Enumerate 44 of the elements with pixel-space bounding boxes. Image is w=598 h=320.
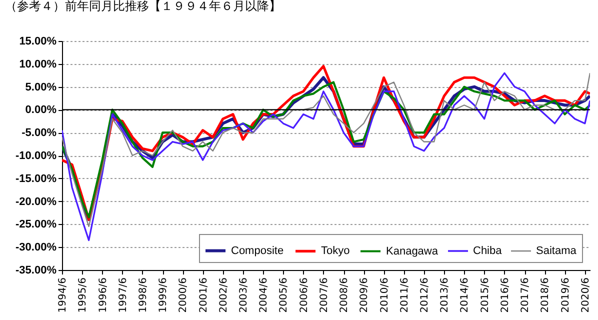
x-tick-label: 1994/6 [58, 278, 68, 313]
legend-label: Chiba [473, 245, 503, 257]
y-tick-label: -5.00% [22, 127, 57, 140]
x-tick-label: 2019/6 [560, 278, 572, 313]
x-tick-label: 2015/6 [480, 278, 491, 313]
legend-label: Saitama [536, 245, 578, 257]
chart-title: （参考４）前年同月比推移【１９９４年６月以降】 [5, 0, 281, 13]
x-tick-label: 1998/6 [138, 278, 149, 313]
y-tick-label: -30.00% [16, 242, 57, 254]
x-tick-label: 2007/6 [318, 278, 330, 313]
x-tick-label: 2011/6 [399, 278, 410, 313]
x-tick-label: 2013/6 [440, 278, 451, 313]
x-tick-label: 2008/6 [339, 278, 350, 313]
y-tick-label: -25.00% [16, 218, 57, 231]
legend-label: Composite [231, 244, 284, 257]
x-tick-label: 2009/6 [359, 278, 370, 313]
x-tick-label: 2014/6 [460, 278, 471, 313]
y-tick-label: -10.00% [16, 150, 57, 162]
x-tick-label: 2002/6 [218, 278, 230, 313]
x-tick-label: 2005/6 [278, 278, 290, 313]
x-tick-label: 2018/6 [540, 278, 552, 313]
x-tick-label: 2016/6 [500, 278, 511, 313]
x-tick-label: 1999/6 [158, 278, 170, 313]
x-tick-label: 2010/6 [379, 278, 390, 313]
x-tick-label: 1995/6 [78, 278, 89, 313]
y-tick-label: -35.00% [16, 264, 57, 276]
x-tick-label: 2020/6 [580, 278, 592, 313]
x-tick-label: 2001/6 [198, 278, 210, 313]
y-tick-label: -15.00% [16, 172, 57, 185]
y-tick-label: 5.00% [25, 81, 57, 94]
y-tick-label: 15.00% [19, 36, 57, 48]
legend-label: Kanagawa [386, 245, 439, 258]
legend-label: Tokyo [321, 245, 350, 258]
x-tick-label: 2004/6 [258, 278, 270, 313]
x-tick-label: 1996/6 [98, 278, 109, 313]
y-tick-label: 0.00% [25, 104, 57, 116]
y-tick-label: -20.00% [16, 196, 57, 208]
x-tick-label: 1997/6 [118, 278, 129, 313]
x-tick-label: 2006/6 [298, 278, 310, 313]
x-tick-label: 2017/6 [520, 278, 532, 313]
x-tick-label: 2012/6 [420, 278, 431, 313]
y-tick-label: 10.00% [19, 58, 57, 70]
x-tick-label: 2003/6 [238, 278, 250, 313]
x-tick-label: 2000/6 [178, 278, 190, 313]
